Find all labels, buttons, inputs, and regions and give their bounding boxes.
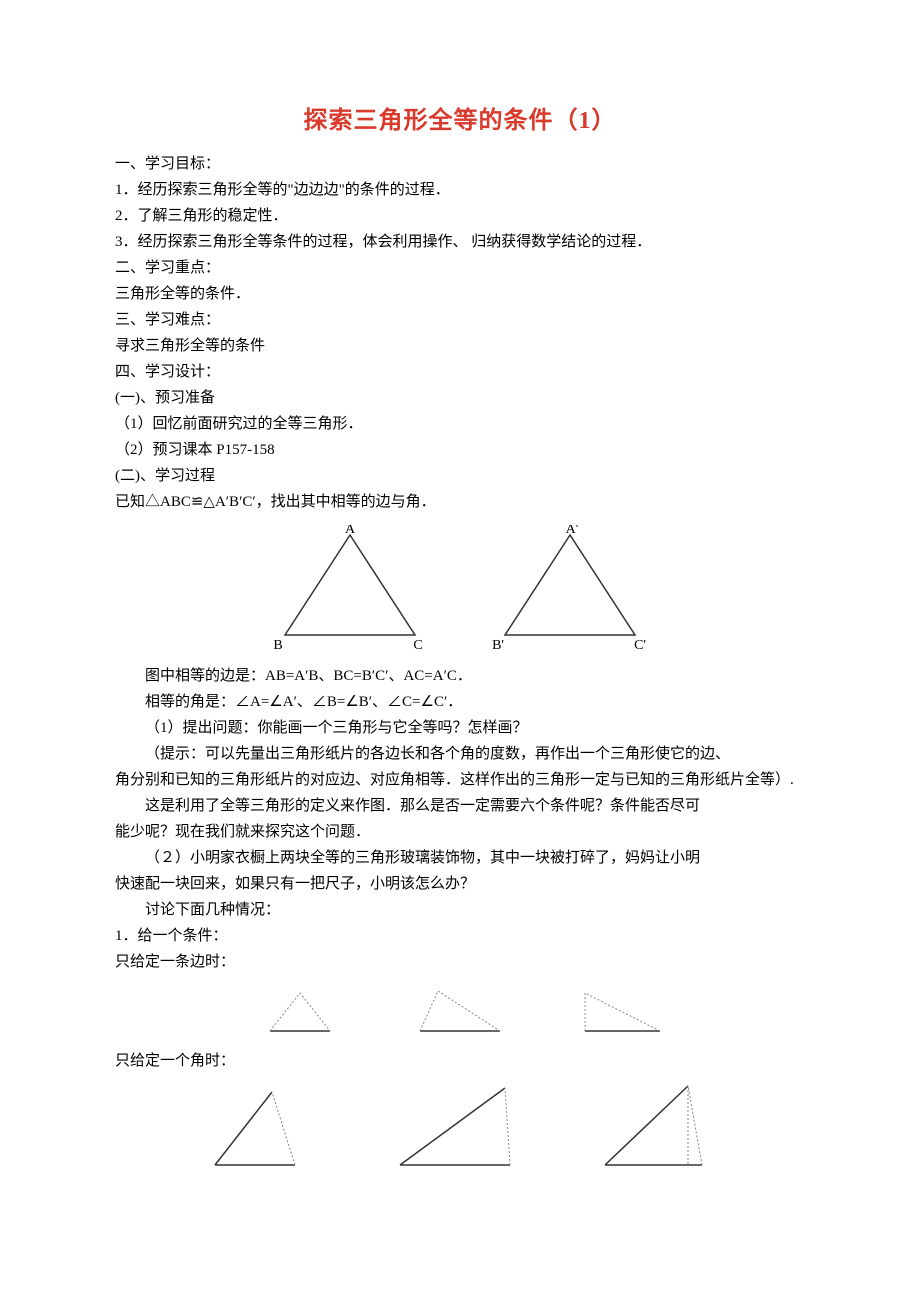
angle-triangle-1 (200, 1080, 330, 1175)
condition-1: 1．给一个条件： (115, 923, 805, 949)
hint-l2: 角分别和已知的三角形纸片的对应边、对应角相等．这样作出的三角形一定与已知的三角形… (115, 767, 805, 793)
section-4b: (二)、学习过程 (115, 463, 805, 489)
angle-triangle-2 (390, 1080, 530, 1175)
side-triangle-2 (410, 981, 510, 1036)
triangle-abc-diagram: A B C (260, 525, 440, 655)
label-b-prime: B' (492, 638, 504, 653)
objective-3: 3．经历探索三角形全等条件的过程，体会利用操作、 归纳获得数学结论的过程． (115, 229, 805, 255)
known-statement: 已知△ABC≌△A′B′C′，找出其中相等的边与角． (115, 489, 805, 515)
congruent-triangles-figure: A B C A' B' C' (115, 525, 805, 655)
condition-1-angle: 只给定一个角时： (115, 1048, 805, 1074)
triangle-abc-prime-diagram: A' B' C' (480, 525, 660, 655)
section-4-label: 四、学习设计： (115, 359, 805, 385)
question-2-l2: 快速配一块回来，如果只有一把尺子，小明该怎么办？ (115, 871, 805, 897)
page-title: 探索三角形全等的条件（1） (115, 100, 805, 135)
discuss-label: 讨论下面几种情况： (115, 897, 805, 923)
side-triangle-3 (570, 981, 670, 1036)
one-side-triangles-figure (115, 981, 805, 1036)
section-4a-1: （1）回忆前面研究过的全等三角形． (115, 411, 805, 437)
section-4a-2: （2）预习课本 P157-158 (115, 437, 805, 463)
equal-angles: 相等的角是：∠A=∠A′、∠B=∠B′、∠C=∠C′． (115, 689, 805, 715)
question-2-l1: （２）小明家衣橱上两块全等的三角形玻璃装饰物，其中一块被打碎了，妈妈让小明 (115, 845, 805, 871)
objective-2: 2．了解三角形的稳定性． (115, 203, 805, 229)
label-a-prime: A' (566, 525, 579, 537)
section-3-label: 三、学习难点： (115, 307, 805, 333)
side-triangle-1 (250, 981, 350, 1036)
objective-1: 1．经历探索三角形全等的"边边边"的条件的过程． (115, 177, 805, 203)
section-3-body: 寻求三角形全等的条件 (115, 333, 805, 359)
section-2-label: 二、学习重点： (115, 255, 805, 281)
condition-1-side: 只给定一条边时： (115, 949, 805, 975)
label-c: C (413, 638, 422, 653)
question-1: （1）提出问题：你能画一个三角形与它全等吗？怎样画？ (115, 715, 805, 741)
label-c-prime: C' (634, 638, 646, 653)
equal-sides: 图中相等的边是：AB=A′B、BC=B′C′、AC=A′C． (115, 663, 805, 689)
one-angle-triangles-figure (115, 1080, 805, 1175)
definition-para-l2: 能少呢？现在我们就来探究这个问题． (115, 819, 805, 845)
label-a: A (345, 525, 356, 537)
angle-triangle-3 (590, 1080, 720, 1175)
document-page: 探索三角形全等的条件（1） 一、学习目标： 1．经历探索三角形全等的"边边边"的… (0, 0, 920, 1302)
section-1-label: 一、学习目标： (115, 151, 805, 177)
section-4a: (一)、预习准备 (115, 385, 805, 411)
definition-para-l1: 这是利用了全等三角形的定义来作图．那么是否一定需要六个条件呢？条件能否尽可 (115, 793, 805, 819)
section-2-body: 三角形全等的条件． (115, 281, 805, 307)
hint-l1: （提示：可以先量出三角形纸片的各边长和各个角的度数，再作出一个三角形使它的边、 (115, 741, 805, 767)
label-b: B (273, 638, 282, 653)
